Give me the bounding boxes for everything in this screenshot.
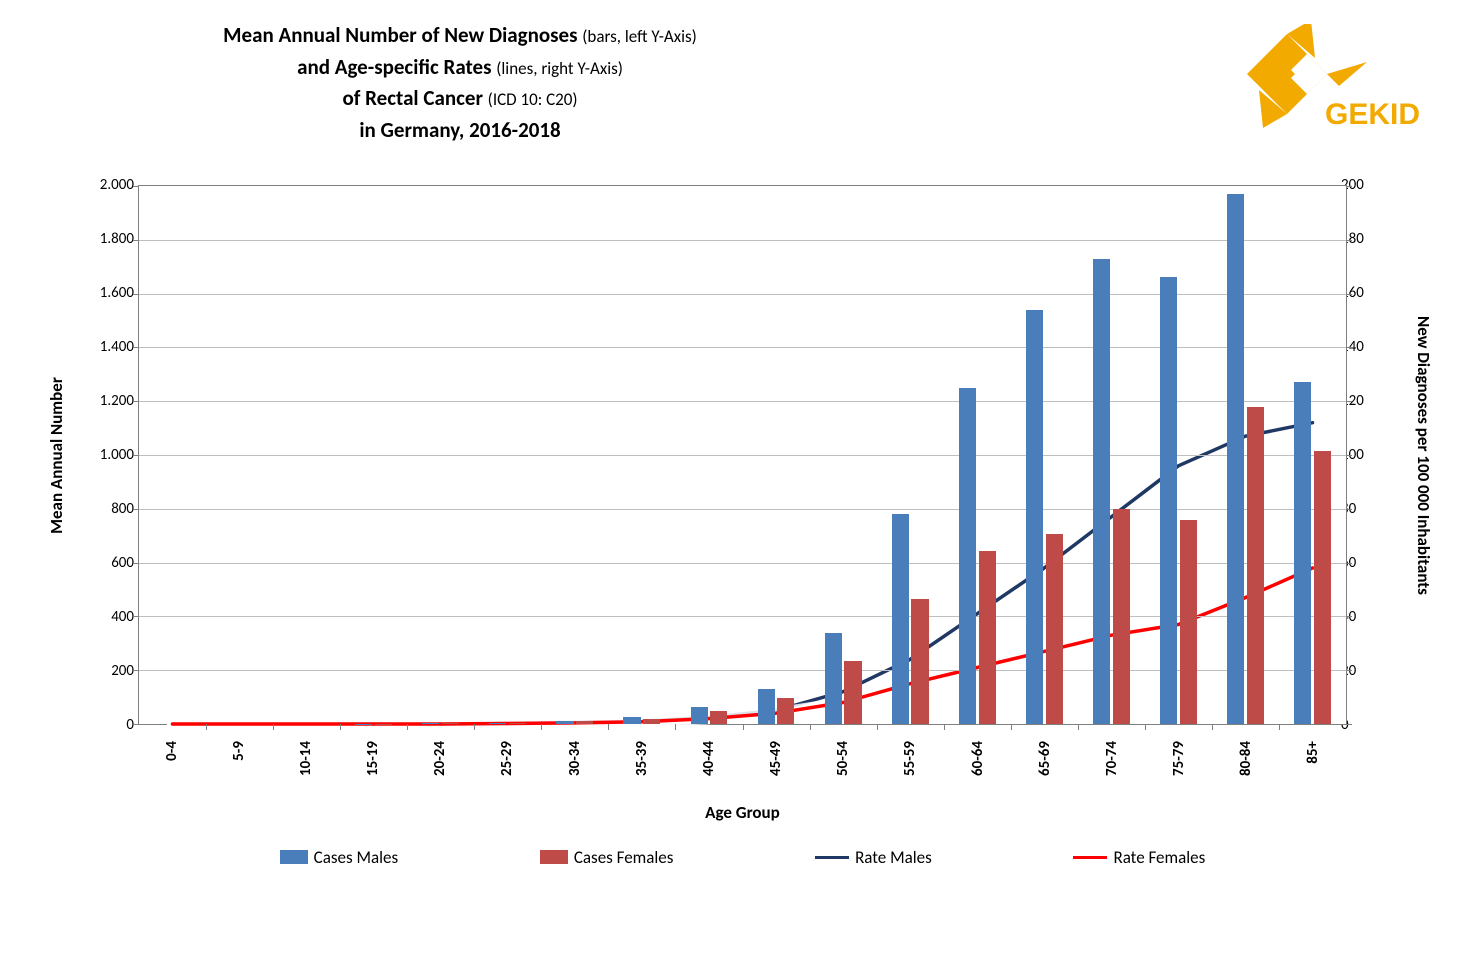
y-left-tick-label: 1.000 (82, 446, 134, 464)
bar-cases-females (1247, 407, 1264, 724)
x-tick-label: 25-29 (498, 741, 516, 776)
bar-cases-females (979, 551, 996, 725)
legend-label: Rate Males (855, 847, 932, 868)
bar-cases-males (825, 633, 842, 724)
legend-item: Rate Males (815, 847, 932, 868)
title-line4-main: in Germany, 2016-2018 (359, 117, 560, 143)
x-tick-label: 35-39 (633, 741, 651, 776)
x-tick-label: 65-69 (1036, 741, 1054, 776)
gekid-logo: GEKID (1217, 24, 1427, 144)
gridline (139, 240, 1346, 241)
bar-cases-females (1113, 509, 1130, 724)
chart-title: Mean Annual Number of New Diagnoses (bar… (80, 20, 840, 146)
bar-cases-males (623, 717, 640, 724)
x-tick-label: 85+ (1304, 741, 1322, 764)
y-left-tick-label: 1.800 (82, 230, 134, 248)
y-left-tick-label: 1.400 (82, 338, 134, 356)
x-tick-label: 45-49 (767, 741, 785, 776)
legend-item: Cases Females (540, 847, 674, 868)
bar-cases-females (509, 723, 526, 724)
bar-cases-females (1314, 451, 1331, 724)
x-axis-title: Age Group (138, 802, 1347, 823)
y-right-tick-label: 0 (1341, 716, 1393, 734)
logo-text: GEKID (1325, 98, 1420, 131)
bar-cases-males (892, 514, 909, 724)
bar-cases-females (911, 599, 928, 724)
bar-cases-males (758, 689, 775, 724)
line-halo (173, 568, 1313, 724)
x-tick-label: 75-79 (1170, 741, 1188, 776)
y-left-tick-label: 0 (82, 716, 134, 734)
x-tick-label: 30-34 (566, 741, 584, 776)
bar-cases-males (691, 707, 708, 724)
legend-label: Cases Females (574, 847, 674, 868)
bar-cases-females (1046, 534, 1063, 724)
plot-area (138, 185, 1347, 725)
y-left-tick-label: 600 (82, 554, 134, 572)
x-tick-label: 55-59 (901, 741, 919, 776)
y-left-title: Mean Annual Number (44, 185, 68, 725)
line-halo (173, 423, 1313, 724)
y-right-title: New Diagnoses per 100 000 Inhabitants (1411, 185, 1435, 725)
line-rate-males (173, 423, 1313, 724)
legend-swatch-line (815, 856, 849, 859)
x-tick-label: 15-19 (364, 741, 382, 776)
bar-cases-females (576, 721, 593, 724)
bar-cases-males (1160, 277, 1177, 724)
title-line1-main: Mean Annual Number of New Diagnoses (223, 22, 582, 48)
x-tick-label: 50-54 (834, 741, 852, 776)
bar-cases-males (1026, 310, 1043, 724)
x-tick-label: 80-84 (1237, 741, 1255, 776)
x-tick-label: 60-64 (969, 741, 987, 776)
x-labels: 0-4 5-9 10-14 15-19 20-24 25-29 30-34 35-39 40-4… (138, 735, 1347, 795)
line-rate-females (173, 568, 1313, 724)
page: Mean Annual Number of New Diagnoses (bar… (0, 0, 1475, 962)
title-line2-sub: (lines, right Y-Axis) (496, 58, 623, 79)
legend-swatch-line (1073, 856, 1107, 859)
title-line3-main: of Rectal Cancer (342, 85, 487, 111)
legend-item: Cases Males (280, 847, 399, 868)
legend: Cases Males Cases Females Rate Males Rate F… (138, 839, 1347, 875)
y-left-tick-label: 2.000 (82, 176, 134, 194)
bar-cases-females (442, 723, 459, 724)
x-tick-label: 0-4 (163, 741, 181, 761)
x-tick-label: 10-14 (297, 741, 315, 776)
bar-cases-females (643, 719, 660, 724)
bar-cases-males (422, 723, 439, 724)
y-left-tick-label: 1.200 (82, 392, 134, 410)
legend-swatch-bar (280, 850, 308, 864)
bar-cases-females (777, 698, 794, 724)
y-left-tick-label: 400 (82, 608, 134, 626)
legend-item: Rate Females (1073, 847, 1205, 868)
bar-cases-females (1180, 520, 1197, 724)
y-left-tick-label: 800 (82, 500, 134, 518)
legend-swatch-bar (540, 850, 568, 864)
bar-cases-females (710, 711, 727, 724)
legend-label: Cases Males (314, 847, 399, 868)
bar-cases-males (556, 721, 573, 724)
bar-cases-males (1227, 194, 1244, 724)
bar-cases-males (959, 388, 976, 724)
bar-cases-males (1294, 382, 1311, 724)
title-line1-sub: (bars, left Y-Axis) (582, 26, 697, 47)
y-right-tick-label: 200 (1341, 176, 1393, 194)
x-tick-label: 70-74 (1103, 741, 1121, 776)
y-left-tick-label: 1.600 (82, 284, 134, 302)
y-left-tick-label: 200 (82, 662, 134, 680)
x-tick-label: 5-9 (230, 741, 248, 761)
title-line3-sub: (ICD 10: C20) (488, 89, 578, 110)
legend-label: Rate Females (1113, 847, 1205, 868)
x-tick-label: 20-24 (431, 741, 449, 776)
chart: Mean Annual Number New Diagnoses per 100… (40, 175, 1435, 875)
y-left-labels: 02004006008001.0001.2001.4001.6001.8002.… (82, 185, 134, 725)
bar-cases-males (1093, 259, 1110, 724)
title-line2-main: and Age-specific Rates (297, 54, 496, 80)
bar-cases-males (489, 723, 506, 724)
x-tick-label: 40-44 (700, 741, 718, 776)
bar-cases-females (844, 661, 861, 724)
